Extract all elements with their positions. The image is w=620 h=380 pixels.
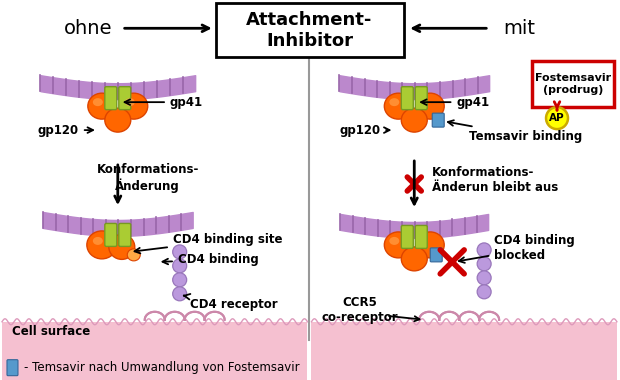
Ellipse shape [389, 237, 399, 245]
Circle shape [173, 273, 187, 287]
Text: AP: AP [549, 113, 565, 123]
Text: mit: mit [503, 19, 535, 38]
Ellipse shape [389, 98, 399, 106]
FancyBboxPatch shape [119, 223, 131, 246]
Text: Attachment-
Inhibitor: Attachment- Inhibitor [246, 11, 373, 50]
Text: gp41: gp41 [421, 96, 489, 109]
FancyBboxPatch shape [401, 87, 414, 110]
Ellipse shape [108, 234, 135, 260]
FancyBboxPatch shape [119, 87, 131, 110]
Circle shape [173, 287, 187, 301]
FancyBboxPatch shape [105, 87, 117, 110]
Text: gp41: gp41 [125, 96, 203, 109]
FancyBboxPatch shape [430, 248, 442, 262]
Circle shape [477, 243, 491, 257]
Ellipse shape [401, 108, 427, 132]
FancyBboxPatch shape [415, 225, 427, 249]
Circle shape [173, 245, 187, 259]
Ellipse shape [416, 232, 444, 258]
Bar [2, 322, 308, 380]
Text: CD4 binding: CD4 binding [162, 253, 259, 266]
FancyBboxPatch shape [216, 3, 404, 57]
Ellipse shape [416, 93, 444, 119]
Text: Fostemsavir
(prodrug): Fostemsavir (prodrug) [535, 73, 611, 95]
Bar [311, 322, 617, 380]
FancyBboxPatch shape [415, 87, 427, 110]
Ellipse shape [93, 237, 103, 245]
Text: Konformations-
Änderun bleibt aus: Konformations- Änderun bleibt aus [432, 166, 559, 194]
Text: ohne: ohne [64, 19, 112, 38]
Text: CD4 binding site: CD4 binding site [135, 233, 282, 253]
Circle shape [546, 107, 568, 129]
Ellipse shape [127, 249, 140, 261]
Text: CD4 receptor: CD4 receptor [184, 294, 277, 311]
Text: Cell surface: Cell surface [12, 325, 91, 338]
Ellipse shape [87, 231, 117, 259]
FancyBboxPatch shape [105, 223, 117, 246]
Ellipse shape [88, 93, 116, 119]
Text: Temsavir binding: Temsavir binding [448, 120, 582, 142]
FancyBboxPatch shape [401, 225, 414, 249]
Text: gp120: gp120 [339, 124, 389, 136]
Text: CCR5
co-receptor: CCR5 co-receptor [321, 296, 397, 324]
Ellipse shape [401, 247, 427, 271]
Ellipse shape [105, 108, 131, 132]
Text: gp120: gp120 [38, 124, 93, 136]
Text: - Temsavir nach Umwandlung von Fostemsavir: - Temsavir nach Umwandlung von Fostemsav… [24, 361, 299, 374]
Circle shape [477, 285, 491, 299]
Text: Konformations-
Änderung: Konformations- Änderung [97, 163, 199, 193]
Ellipse shape [384, 93, 412, 119]
FancyBboxPatch shape [532, 61, 614, 107]
Circle shape [477, 257, 491, 271]
Ellipse shape [384, 232, 412, 258]
Text: CD4 binding
blocked: CD4 binding blocked [459, 234, 575, 263]
Ellipse shape [125, 98, 135, 106]
Ellipse shape [120, 93, 148, 119]
Ellipse shape [93, 98, 103, 106]
FancyBboxPatch shape [432, 113, 444, 127]
Circle shape [477, 271, 491, 285]
FancyBboxPatch shape [7, 360, 18, 376]
Circle shape [173, 259, 187, 273]
